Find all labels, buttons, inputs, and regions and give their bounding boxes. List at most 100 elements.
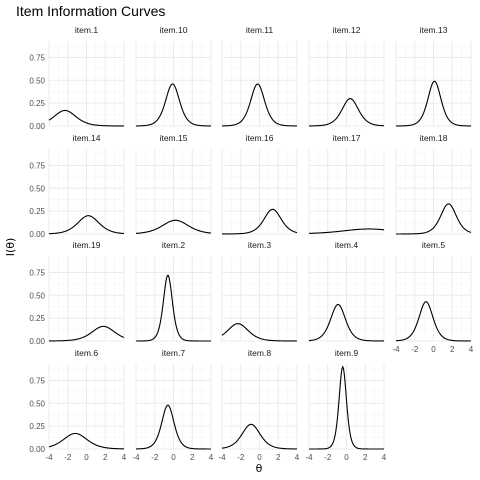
facet-panel: item.7 -4 -2 0 2 4 xyxy=(132,348,213,462)
facet-label: item.14 xyxy=(73,133,101,143)
series-line xyxy=(135,404,211,450)
y-tick-label: 0.50 xyxy=(29,184,45,193)
x-tick-label: -2 xyxy=(64,453,72,462)
y-tick-label: 0.25 xyxy=(29,99,45,108)
series-line xyxy=(308,303,385,342)
y-tick-label: 0.00 xyxy=(29,445,45,454)
facet-panel: item.3 xyxy=(221,240,298,342)
series-line xyxy=(396,80,471,127)
facet-label: item.9 xyxy=(335,348,358,358)
series-line xyxy=(221,83,297,127)
facet-panel: item.8 -4 -2 0 2 4 xyxy=(218,348,299,462)
x-tick-label: 0 xyxy=(344,453,349,462)
x-tick-label: -4 xyxy=(392,345,400,354)
facet-panel: item.10 xyxy=(135,25,212,127)
x-tick-label: -4 xyxy=(45,453,53,462)
x-tick-label: -2 xyxy=(324,453,332,462)
x-tick-label: -2 xyxy=(411,345,419,354)
y-tick-label: 0.25 xyxy=(29,314,45,323)
facet-label: item.19 xyxy=(73,240,101,250)
facet-label: item.4 xyxy=(335,240,358,250)
series-line xyxy=(48,215,125,235)
y-tick-label: 0.75 xyxy=(29,268,45,277)
x-tick-label: 0 xyxy=(84,453,89,462)
series-line xyxy=(221,423,298,450)
x-tick-label: -4 xyxy=(305,453,313,462)
y-tick-label: 0.00 xyxy=(29,122,45,131)
series-line xyxy=(309,365,384,450)
facet-label: item.6 xyxy=(75,348,98,358)
y-axis-title: I(θ) xyxy=(4,238,17,257)
x-tick-label: 4 xyxy=(209,453,214,462)
series-line xyxy=(135,219,212,234)
facet-panel: item.15 xyxy=(135,133,212,235)
facet-panel: item.16 xyxy=(221,133,298,235)
x-axis-title: θ xyxy=(256,462,263,475)
facet-label: item.8 xyxy=(248,348,271,358)
facet-label: item.12 xyxy=(333,25,361,35)
facet-label: item.13 xyxy=(420,25,448,35)
facet-panel: item.2 xyxy=(135,240,212,342)
y-tick-label: 0.00 xyxy=(29,230,45,239)
facet-label: item.15 xyxy=(160,133,188,143)
facet-panel: item.1 0.00 0.25 0.50 0.75 xyxy=(29,25,125,131)
facet-panel: item.17 xyxy=(308,133,385,235)
facet-label: item.7 xyxy=(162,348,185,358)
facet-label: item.11 xyxy=(246,25,274,35)
x-tick-label: 4 xyxy=(122,453,127,462)
x-tick-label: 2 xyxy=(103,453,108,462)
facet-panel: item.12 xyxy=(308,25,385,127)
facet-label: item.10 xyxy=(160,25,188,35)
x-tick-label: -4 xyxy=(132,453,140,462)
x-tick-label: 0 xyxy=(431,345,436,354)
facet-panel: item.14 0.00 0.25 0.50 0.75 xyxy=(29,133,125,239)
y-tick-label: 0.50 xyxy=(29,291,45,300)
y-tick-label: 0.25 xyxy=(29,207,45,216)
facet-panel: item.18 xyxy=(395,133,472,235)
series-line xyxy=(48,109,124,127)
series-line xyxy=(308,228,385,234)
y-tick-label: 0.75 xyxy=(29,376,45,385)
facet-panel: item.9 -4 -2 0 2 4 xyxy=(305,348,386,462)
x-tick-label: 4 xyxy=(469,345,474,354)
facet-panel: item.19 0.00 0.25 0.50 0.75 xyxy=(29,240,125,346)
facet-panel: item.6 0.00 0.25 0.50 0.75 -4 -2 0 2 4 xyxy=(29,348,126,462)
series-line xyxy=(222,208,298,235)
facet-label: item.2 xyxy=(162,240,185,250)
facet-label: item.3 xyxy=(248,240,271,250)
series-line xyxy=(308,98,385,127)
x-tick-label: 2 xyxy=(276,453,281,462)
x-tick-label: 2 xyxy=(450,345,455,354)
series-line xyxy=(221,323,297,342)
facet-panel: item.11 xyxy=(221,25,298,127)
chart-title: Item Information Curves xyxy=(16,3,165,19)
facet-panel: item.4 xyxy=(308,240,385,342)
facet-panel: item.5 -4 -2 0 2 4 xyxy=(392,240,473,354)
x-tick-label: 4 xyxy=(382,453,387,462)
series-line xyxy=(135,83,211,127)
x-tick-label: -2 xyxy=(237,453,245,462)
facet-label: item.17 xyxy=(333,133,361,143)
facet-panels: item.1 0.00 0.25 0.50 0.75 item.10 item.11 item… xyxy=(29,25,473,462)
y-tick-label: 0.75 xyxy=(29,161,45,170)
x-tick-label: -2 xyxy=(151,453,159,462)
x-tick-label: -4 xyxy=(218,453,226,462)
facet-label: item.18 xyxy=(420,133,448,143)
x-tick-label: 0 xyxy=(257,453,262,462)
series-line xyxy=(136,274,211,342)
series-line xyxy=(395,301,471,342)
y-tick-label: 0.50 xyxy=(29,76,45,85)
facet-label: item.16 xyxy=(246,133,274,143)
x-tick-label: 2 xyxy=(363,453,368,462)
y-tick-label: 0.50 xyxy=(29,399,45,408)
x-tick-label: 0 xyxy=(171,453,176,462)
y-tick-label: 0.00 xyxy=(29,337,45,346)
series-line xyxy=(48,325,125,342)
y-tick-label: 0.75 xyxy=(29,53,45,62)
facet-label: item.5 xyxy=(422,240,445,250)
series-line xyxy=(48,432,125,450)
y-tick-label: 0.25 xyxy=(29,422,45,431)
x-tick-label: 2 xyxy=(190,453,195,462)
series-line xyxy=(396,203,472,235)
